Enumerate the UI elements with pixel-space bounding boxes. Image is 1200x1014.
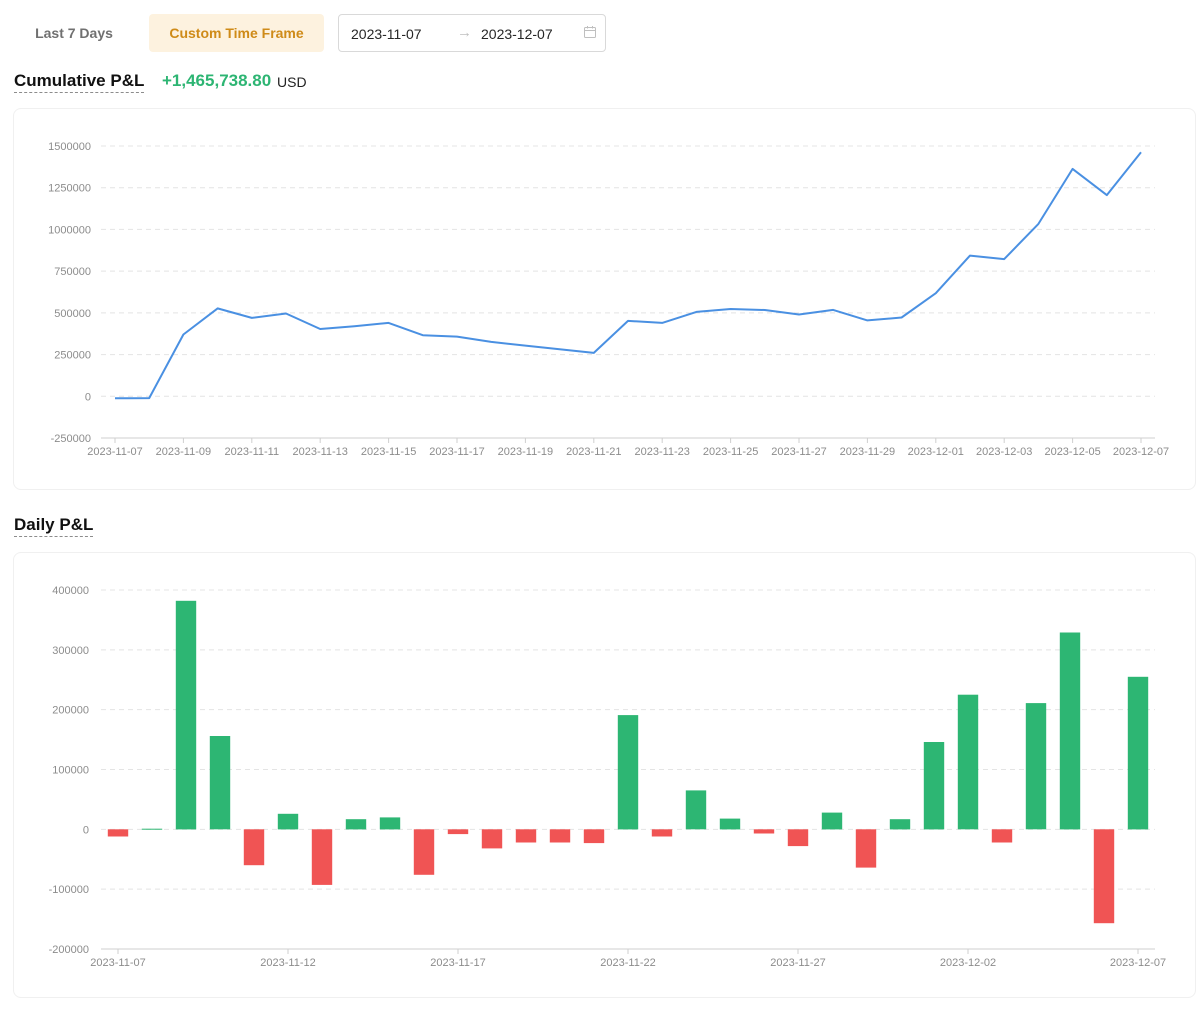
last-7-days-button[interactable]: Last 7 Days [35, 25, 113, 41]
date-range-picker[interactable]: 2023-11-07 → 2023-12-07 [338, 14, 606, 52]
y-tick-label: 500000 [54, 308, 91, 320]
daily-pnl-bar [753, 829, 775, 834]
daily-pnl-bar [413, 829, 435, 875]
x-tick-label: 2023-12-01 [908, 446, 964, 458]
y-tick-label: 1250000 [48, 183, 91, 195]
daily-pnl-bar [583, 829, 605, 844]
y-tick-label: 250000 [54, 350, 91, 362]
x-tick-label: 2023-11-12 [260, 957, 315, 969]
daily-pnl-bar [821, 812, 843, 830]
y-tick-label: 1500000 [48, 141, 91, 153]
daily-pnl-bar [1025, 703, 1047, 830]
daily-pnl-bar [855, 829, 877, 868]
daily-pnl-bar [1093, 829, 1115, 924]
range-start-input[interactable]: 2023-11-07 [351, 26, 422, 42]
x-tick-label: 2023-12-05 [1044, 446, 1100, 458]
cumulative-pnl-chart: -250000 0 250000 500000 750000 1000000 1250000… [48, 141, 1169, 458]
x-tick-label: 2023-11-27 [770, 957, 825, 969]
daily-pnl-bar [345, 819, 367, 830]
range-arrow-icon: → [457, 24, 472, 41]
x-tick-label: 2023-11-27 [771, 446, 826, 458]
daily-pnl-bar [311, 829, 333, 885]
y-tick-label: 750000 [54, 266, 91, 278]
y-tick-label: 100000 [52, 765, 89, 777]
daily-pnl-bar [141, 828, 163, 830]
y-tick-label: -200000 [49, 944, 89, 956]
x-tick-label: 2023-11-17 [429, 446, 484, 458]
cumulative-pnl-unit: USD [277, 74, 307, 90]
x-tick-label: 2023-12-03 [976, 446, 1032, 458]
daily-pnl-bar [1127, 676, 1149, 830]
daily-pnl-bar [379, 817, 401, 830]
daily-pnl-bar [549, 829, 571, 843]
y-tick-label: -250000 [51, 433, 91, 445]
daily-pnl-bar [175, 600, 197, 830]
y-tick-label: 300000 [52, 645, 89, 657]
cumulative-pnl-title: Cumulative P&L [14, 71, 145, 93]
y-tick-label: 200000 [52, 705, 89, 717]
daily-pnl-bar [481, 829, 503, 849]
y-tick-label: 0 [85, 391, 91, 403]
range-end-input[interactable]: 2023-12-07 [481, 26, 553, 42]
daily-pnl-bar [719, 818, 741, 830]
daily-pnl-bar [209, 736, 231, 830]
daily-pnl-bar [1059, 632, 1081, 830]
custom-time-frame-button[interactable]: Custom Time Frame [149, 14, 324, 52]
x-tick-label: 2023-11-22 [600, 957, 655, 969]
daily-pnl-bar [277, 813, 299, 830]
cumulative-pnl-card: -250000 0 250000 500000 750000 1000000 1250000… [13, 108, 1196, 490]
x-tick-label: 2023-11-19 [498, 446, 553, 458]
daily-pnl-bar [617, 715, 639, 830]
y-tick-label: 1000000 [48, 224, 91, 236]
daily-pnl-bar [787, 829, 809, 847]
cumulative-pnl-line [114, 151, 1142, 400]
daily-pnl-chart: -200000 -100000 0 100000 200000 300000 400000 2… [49, 585, 1167, 969]
daily-pnl-bar [685, 790, 707, 830]
x-tick-label: 2023-11-13 [292, 446, 347, 458]
daily-pnl-bar [243, 829, 265, 866]
daily-pnl-bar [889, 819, 911, 830]
x-tick-label: 2023-12-02 [940, 957, 996, 969]
y-tick-label: -100000 [49, 884, 89, 896]
x-tick-label: 2023-12-07 [1110, 957, 1166, 969]
daily-pnl-card: -200000 -100000 0 100000 200000 300000 400000 2… [13, 552, 1196, 998]
x-tick-label: 2023-11-17 [430, 957, 485, 969]
daily-pnl-bar [923, 742, 945, 830]
daily-pnl-bar [651, 829, 673, 837]
x-tick-label: 2023-11-07 [90, 957, 145, 969]
toolbar: Last 7 Days Custom Time Frame 2023-11-07… [0, 0, 1200, 66]
x-tick-label: 2023-11-23 [634, 446, 689, 458]
x-tick-label: 2023-11-25 [703, 446, 758, 458]
daily-pnl-bar [515, 829, 537, 843]
y-tick-label: 0 [83, 824, 89, 836]
daily-pnl-bar [447, 829, 469, 835]
x-tick-label: 2023-12-07 [1113, 446, 1169, 458]
cumulative-pnl-value: +1,465,738.80 [162, 71, 272, 90]
daily-pnl-title: Daily P&L [14, 515, 94, 537]
x-tick-label: 2023-11-11 [224, 446, 279, 458]
x-tick-label: 2023-11-07 [87, 446, 142, 458]
y-tick-label: 400000 [52, 585, 89, 597]
x-tick-label: 2023-11-29 [840, 446, 895, 458]
x-tick-label: 2023-11-21 [566, 446, 621, 458]
calendar-icon[interactable] [584, 26, 596, 38]
daily-pnl-bar [107, 829, 129, 837]
x-tick-label: 2023-11-09 [156, 446, 211, 458]
daily-pnl-bar [991, 829, 1013, 843]
daily-pnl-bar [957, 694, 979, 830]
x-tick-label: 2023-11-15 [361, 446, 416, 458]
